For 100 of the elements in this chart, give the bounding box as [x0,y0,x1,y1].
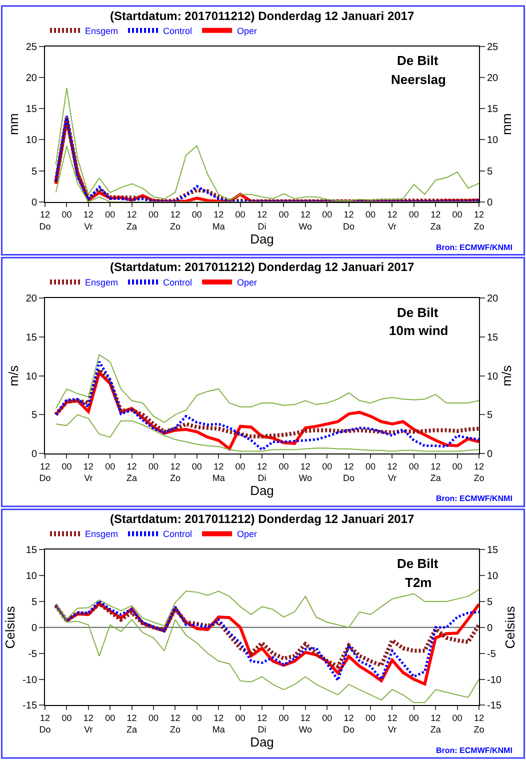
x-tick-label: 12 Zo [474,210,484,232]
y2-axis-title: Celsius [502,606,518,649]
x-tick-label: 00 [148,713,159,724]
y-tick-label: -15 [22,700,38,712]
x-tick-label: 00 [62,461,72,472]
x-tick-label: 00 [452,210,462,220]
y-tick-label: 5 [31,410,38,422]
y-tick-label: 10 [26,371,38,382]
x-tick-label: 12 Do [39,713,51,735]
y-tick-label: 0 [31,197,38,208]
y-tick-label: 0 [31,449,38,460]
x-tick-label: 12 Za [126,713,138,735]
y2-tick-label: 25 [487,42,499,53]
y-axis-title: Celsius [2,606,18,649]
x-tick-label: 00 [408,210,419,220]
x-tick-label: 00 [105,461,116,472]
x-tick-label: 12 Za [430,713,441,735]
legend-label: Ensgem [85,529,118,540]
x-tick-label: 00 [322,210,332,220]
x-tick-label: 12 Zo [170,713,180,735]
x-tick-label: 12 Vr [83,210,94,232]
x-tick-label: 12 Do [343,461,355,484]
x-axis-title: Dag [250,231,274,246]
x-tick-label: 00 [278,713,289,724]
y-tick-label: 10 [26,571,38,582]
line-series [54,602,479,668]
y2-tick-label: 15 [487,545,499,556]
legend-label: Ensgem [85,278,118,288]
y2-tick-label: 15 [487,104,499,116]
x-tick-label: 12 Do [343,210,355,232]
y2-axis-title: mm [499,113,514,135]
y2-tick-label: 10 [487,571,499,582]
y2-tick-label: 0 [487,449,493,460]
x-tick-label: 12 Za [126,210,138,232]
x-tick-label: 12 Vr [83,461,94,484]
x-tick-label: 12 Zo [170,461,180,484]
x-tick-label: 00 [105,210,116,220]
text: Bron: ECMWF/KNMI [436,746,512,755]
y-axis-title: mm [6,113,21,135]
annotation: Neerslag [391,72,446,87]
x-tick-label: 12 Zo [474,713,484,735]
line-series [55,354,479,423]
x-axis-title: Dag [250,734,274,750]
x-tick-label: 00 [235,210,246,220]
x-tick-label: 12 Za [126,461,138,484]
y2-tick-label: 5 [487,597,493,608]
x-tick-label: 12 Za [430,210,441,232]
x-tick-label: 12 Vr [387,461,398,484]
x-tick-label: 00 [322,461,332,472]
legend-label: Control [163,278,192,288]
x-tick-label: 00 [365,461,376,472]
x-tick-label: 12 Ma [212,210,225,232]
x-tick-label: 12 Do [343,713,355,735]
line-series [54,368,479,438]
line-series [55,414,479,452]
x-tick-label: 00 [365,713,376,724]
x-tick-label: 12 Do [39,210,51,232]
x-tick-label: 00 [148,210,159,220]
legend-label: Oper [237,278,258,288]
y2-tick-label: 0 [487,622,493,634]
x-tick-label: 00 [278,210,289,220]
x-tick-label: 00 [148,461,159,472]
y2-tick-label: 5 [487,166,493,178]
legend-label: Oper [237,529,258,540]
x-tick-label: 00 [192,210,202,220]
x-axis-title: Dag [250,483,274,498]
x-tick-label: 00 [235,461,246,472]
y2-tick-label: 10 [487,371,499,382]
y-axis-title: m/s [6,364,21,386]
y2-tick-label: 5 [487,410,493,422]
x-tick-label: 00 [105,713,116,724]
chart-title: (Startdatum: 2017011212) Donderdag 12 Januari 2017 [110,512,414,526]
y2-tick-label: -10 [487,674,502,686]
x-tick-label: 12 Di [256,713,268,735]
y2-tick-label: 20 [487,72,499,84]
x-tick-label: 00 [278,461,289,472]
x-tick-label: 00 [452,713,462,724]
x-tick-label: 12 Vr [387,713,398,735]
x-tick-label: 00 [408,713,419,724]
y2-tick-label: 10 [487,135,499,146]
y2-tick-label: 0 [487,197,493,208]
y-tick-label: 15 [26,104,38,116]
chart-title: (Startdatum: 2017011212) Donderdag 12 Januari 2017 [110,260,414,274]
y-tick-label: 5 [31,166,38,178]
x-tick-label: 00 [62,713,72,724]
x-tick-label: 12 Wo [298,461,312,484]
x-tick-label: 00 [192,461,202,472]
annotation: T2m [405,575,432,590]
x-tick-label: 00 [322,713,332,724]
legend-label: Control [163,26,192,36]
y-tick-label: 20 [26,72,38,84]
x-tick-label: 00 [452,461,462,472]
y-tick-label: 20 [26,294,38,305]
annotation: De Bilt [397,305,439,320]
x-tick-label: 12 Zo [170,210,180,232]
y-tick-label: 5 [31,597,38,608]
x-tick-label: 12 Vr [387,210,398,232]
x-tick-label: 12 Di [256,461,268,484]
chart-title: (Startdatum: 2017011212) Donderdag 12 Januari 2017 [110,9,414,23]
line-series [55,88,479,202]
